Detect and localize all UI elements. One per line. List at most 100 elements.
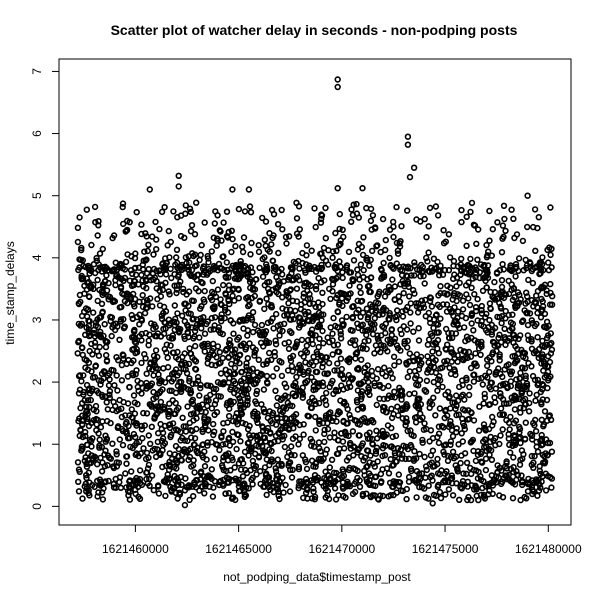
data-point — [388, 405, 395, 412]
data-point — [108, 332, 115, 340]
data-point — [261, 282, 268, 289]
data-point — [152, 365, 160, 372]
data-point — [106, 376, 113, 383]
data-point — [538, 401, 545, 408]
data-point — [264, 266, 271, 274]
data-point — [340, 468, 347, 475]
data-point — [90, 281, 97, 288]
data-point — [221, 314, 228, 322]
data-point — [363, 331, 370, 339]
data-point — [491, 289, 499, 296]
data-point — [142, 257, 149, 264]
data-point — [204, 252, 211, 260]
data-point — [210, 340, 217, 347]
data-point — [147, 382, 154, 389]
data-point — [488, 379, 495, 386]
data-point — [316, 400, 323, 407]
data-point — [123, 217, 131, 225]
data-point — [196, 392, 203, 399]
data-point — [224, 399, 231, 406]
data-point — [193, 409, 201, 416]
data-point — [157, 271, 164, 278]
data-point — [429, 500, 436, 507]
data-point — [170, 464, 178, 471]
data-point — [263, 295, 270, 302]
data-point — [517, 369, 524, 377]
data-point — [519, 477, 526, 485]
data-point — [490, 478, 498, 485]
data-point — [200, 314, 207, 321]
data-point — [530, 479, 537, 486]
data-point — [139, 292, 146, 299]
data-point — [143, 449, 151, 457]
data-point — [172, 477, 179, 484]
data-point — [400, 280, 408, 287]
data-point — [461, 426, 468, 433]
data-point — [306, 290, 313, 298]
data-point — [304, 377, 311, 385]
x-tick-label: 1621465000 — [205, 542, 272, 556]
data-point — [359, 185, 366, 192]
data-point — [440, 442, 448, 449]
data-point — [180, 288, 187, 296]
data-point — [239, 243, 246, 251]
data-point — [389, 375, 396, 382]
axes: 1621460000 1621465000 1621470000 1621475000… — [30, 68, 582, 556]
data-point — [345, 248, 353, 256]
data-point — [312, 427, 319, 434]
data-point — [489, 490, 496, 497]
data-point — [313, 348, 320, 356]
data-point — [440, 424, 447, 431]
data-point — [201, 287, 208, 295]
data-point — [228, 346, 236, 354]
data-point — [165, 227, 173, 235]
data-point — [185, 310, 192, 317]
data-point — [531, 376, 539, 384]
data-point — [292, 344, 299, 351]
data-point — [416, 362, 424, 369]
data-point — [330, 314, 337, 322]
data-point — [505, 419, 513, 426]
data-point — [117, 318, 125, 325]
data-point — [150, 395, 157, 403]
data-point — [544, 452, 551, 459]
data-point — [191, 469, 198, 476]
data-point — [210, 389, 218, 396]
data-point — [187, 389, 195, 396]
data-point — [415, 337, 423, 344]
data-point — [188, 434, 195, 441]
data-point — [98, 489, 106, 496]
data-point — [354, 420, 361, 428]
data-point — [435, 292, 442, 299]
data-point — [483, 284, 490, 291]
data-point — [186, 205, 194, 212]
data-point — [531, 453, 538, 460]
data-point — [478, 307, 485, 314]
data-point — [406, 173, 414, 181]
data-point — [537, 314, 545, 321]
data-point — [346, 464, 353, 472]
data-point — [366, 282, 373, 289]
data-point — [174, 382, 182, 389]
data-point — [266, 349, 273, 357]
data-point — [443, 325, 450, 333]
data-point — [513, 468, 520, 475]
data-point — [497, 339, 505, 346]
data-point — [548, 293, 556, 300]
data-point — [194, 373, 202, 381]
data-point — [76, 386, 84, 393]
data-point — [404, 141, 412, 148]
plot-frame — [58, 58, 572, 526]
data-point — [293, 419, 300, 426]
data-point — [454, 308, 462, 315]
data-point — [467, 364, 475, 372]
data-point — [186, 496, 193, 504]
data-point — [374, 458, 381, 465]
data-point — [500, 233, 507, 241]
data-point — [501, 366, 508, 373]
data-point — [411, 448, 418, 455]
data-point — [267, 318, 275, 325]
data-point — [392, 432, 400, 440]
data-point — [130, 328, 138, 335]
data-point — [532, 397, 539, 404]
